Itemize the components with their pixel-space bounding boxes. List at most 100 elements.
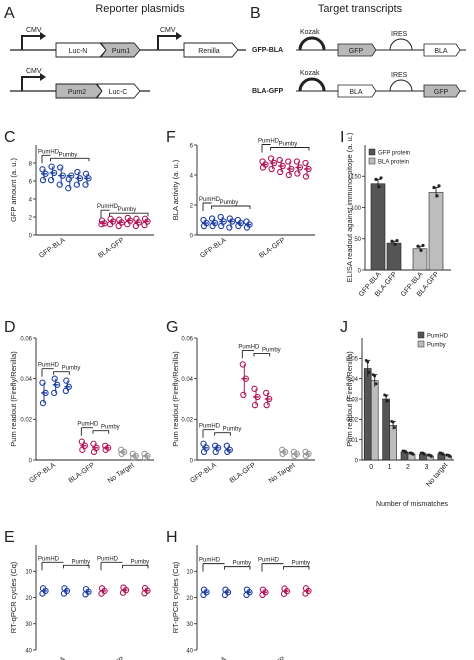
y-tick-label: 8 xyxy=(29,161,33,167)
data-point xyxy=(73,181,81,188)
ires-label-2: IRES xyxy=(391,72,408,79)
data-point xyxy=(130,454,137,462)
data-point xyxy=(366,360,370,364)
gfp-box-1 xyxy=(337,43,377,57)
pumhd-label: PumHD xyxy=(199,558,221,564)
y-axis-label: GFP amount (a. u.) xyxy=(9,157,18,222)
data-point xyxy=(435,194,439,198)
panel-a: A Reporter plasmids CMV Luc-N Pum1 CMV R… xyxy=(4,3,246,99)
data-point xyxy=(217,213,224,221)
data-point xyxy=(62,387,69,395)
pumby-bracket xyxy=(50,157,90,162)
data-point xyxy=(270,159,278,167)
y-tick-label: 0.04 xyxy=(20,377,32,383)
data-point xyxy=(102,446,109,453)
data-point xyxy=(200,222,208,230)
x-tick-label: 1 xyxy=(388,464,392,471)
data-point xyxy=(90,440,97,447)
x-tick-label: GFP-BLA xyxy=(199,656,228,660)
data-point xyxy=(39,379,46,386)
y-axis-label: RT-qPCR cycles (Cq) xyxy=(9,561,18,633)
data-point xyxy=(403,449,406,453)
pumby-bracket xyxy=(214,432,231,436)
pumby-bracket xyxy=(283,566,310,570)
data-point xyxy=(132,222,140,230)
x-tick-label: BLA-GFP xyxy=(97,237,126,260)
x-tick-label: 0 xyxy=(369,464,373,471)
pumhd-label: PumHD xyxy=(199,424,221,430)
y-tick-label: 2 xyxy=(190,203,194,209)
chart-d: D 0 0.02 0.04 0.06 Pum readout (Firefly/Renil… xyxy=(4,319,154,485)
pumhd-label: PumHD xyxy=(258,558,280,564)
legend-swatch xyxy=(417,331,425,339)
x-axis-label: Number of mismatches xyxy=(376,501,448,508)
data-point xyxy=(82,585,90,593)
pumhd-label: PumHD xyxy=(77,422,99,428)
data-point xyxy=(141,454,149,462)
panel-letter-e: E xyxy=(4,529,15,546)
data-point xyxy=(98,221,105,228)
y-tick-label: 100 xyxy=(351,206,362,212)
y-tick-label: 50 xyxy=(354,237,361,243)
data-point xyxy=(51,389,58,397)
cmv-promoter-arrow-3 xyxy=(21,76,40,91)
y-tick-label: 20 xyxy=(25,596,32,602)
data-point xyxy=(200,440,207,447)
data-point xyxy=(281,585,288,592)
ires-label-1: IRES xyxy=(391,31,408,38)
data-point xyxy=(285,171,292,179)
data-point xyxy=(373,374,377,378)
x-tick-label: BLA-GFP xyxy=(229,462,258,485)
data-point xyxy=(379,176,383,180)
data-point xyxy=(74,168,81,176)
data-point xyxy=(302,452,310,460)
cmv-promoter-arrow-1 xyxy=(21,35,40,50)
pumhd-label: PumHD xyxy=(38,149,60,155)
pumhd-label: PumHD xyxy=(97,556,119,562)
kozak-hairpin-2 xyxy=(298,77,326,92)
luc-n-label: Luc-N xyxy=(69,48,88,55)
pumby-bracket xyxy=(270,147,310,151)
data-point xyxy=(50,169,58,177)
data-point xyxy=(384,394,388,398)
pumhd-bracket xyxy=(261,144,271,153)
y-tick-label: 0 xyxy=(355,458,359,464)
data-point xyxy=(268,165,275,173)
data-point xyxy=(116,216,123,223)
data-point xyxy=(39,399,47,407)
pumby-label: Pumby xyxy=(101,425,120,431)
ires-loop-1 xyxy=(389,38,413,51)
x-tick-label: 3 xyxy=(424,464,428,471)
pumby-bracket xyxy=(109,212,149,217)
data-point xyxy=(200,448,208,456)
pumby-label: Pumby xyxy=(72,559,91,565)
y-tick-label: 0.01 xyxy=(346,438,358,444)
bar xyxy=(382,398,390,461)
renilla-box xyxy=(183,42,239,58)
y-tick-label: 40 xyxy=(186,648,193,654)
data-point xyxy=(63,377,70,384)
data-point xyxy=(239,361,246,368)
bla-box-2 xyxy=(337,84,377,98)
data-point xyxy=(120,584,127,591)
pumby-bracket xyxy=(122,564,149,569)
bar xyxy=(363,368,372,461)
data-point xyxy=(98,217,106,224)
y-tick-label: 0.02 xyxy=(181,418,193,424)
arrow-head-icon xyxy=(40,32,46,40)
y-axis-label: Pum readout (Firefly/Renilla) xyxy=(9,351,18,447)
y-tick-label: 30 xyxy=(186,622,193,628)
data-point xyxy=(82,181,89,188)
data-point xyxy=(39,176,47,184)
pumby-bracket xyxy=(92,430,110,434)
data-point xyxy=(390,239,394,243)
data-point xyxy=(90,448,98,456)
pumhd-label: PumHD xyxy=(199,197,221,203)
cmv-promoter-arrow-2 xyxy=(157,35,176,50)
transcript-label-bla-gfp: BLA-GFP xyxy=(252,88,283,95)
y-tick-label: 30 xyxy=(25,622,32,628)
